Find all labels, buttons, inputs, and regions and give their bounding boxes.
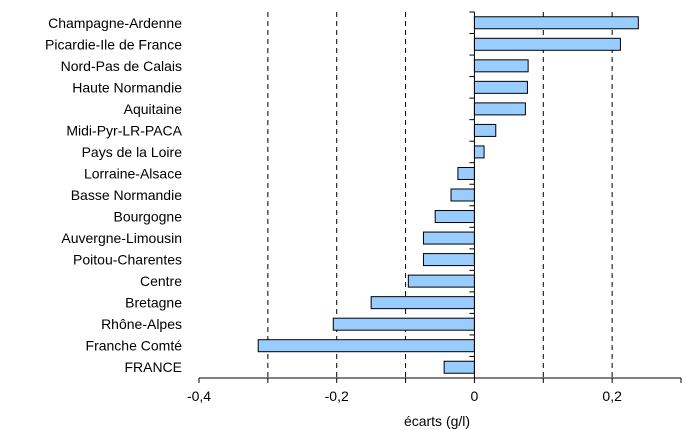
category-label: Aquitaine <box>124 101 183 117</box>
category-label: Picardie-Ile de France <box>45 36 182 52</box>
category-label: Champagne-Ardenne <box>48 15 182 31</box>
bar <box>473 59 529 73</box>
category-label: Lorraine-Alsace <box>84 165 182 181</box>
category-label: Basse Normandie <box>71 187 182 203</box>
bar <box>434 210 475 224</box>
bar <box>422 231 475 245</box>
category-label: Franche Comté <box>86 338 183 354</box>
bar <box>457 166 475 180</box>
bar <box>450 188 475 202</box>
bars <box>257 16 639 374</box>
category-label: Haute Normandie <box>72 79 182 95</box>
category-label: Nord-Pas de Calais <box>61 58 182 74</box>
x-tick-label: 0 <box>471 388 479 404</box>
axes <box>198 11 682 383</box>
bar <box>473 16 639 30</box>
bar <box>473 145 485 159</box>
category-labels: Champagne-Ardenne Picardie-Ile de France N… <box>45 15 183 375</box>
bar <box>422 253 475 267</box>
category-label: Midi-Pyr-LR-PACA <box>66 122 182 138</box>
bar <box>473 80 528 94</box>
bar <box>443 360 475 374</box>
x-tick-label: -0,2 <box>325 388 349 404</box>
x-tick-labels: -0,4 -0,2 0 0,2 <box>187 388 622 404</box>
category-label: Bretagne <box>125 295 182 311</box>
bar <box>332 317 475 331</box>
bar <box>473 102 526 116</box>
x-tick-label: 0,2 <box>602 388 622 404</box>
category-label: Auvergne-Limousin <box>61 230 182 246</box>
bar <box>407 274 475 288</box>
gridlines <box>267 12 613 378</box>
category-label: FRANCE <box>124 359 182 375</box>
category-label: Poitou-Charentes <box>73 252 182 268</box>
category-label: Centre <box>140 273 182 289</box>
category-label: Pays de la Loire <box>82 144 183 160</box>
bar <box>473 123 497 137</box>
category-label: Bourgogne <box>113 209 182 225</box>
bar <box>473 37 621 51</box>
bar <box>370 296 475 310</box>
category-label: Rhône-Alpes <box>101 316 182 332</box>
bar <box>257 339 475 353</box>
x-axis-title: écarts (g/l) <box>404 413 470 429</box>
x-tick-label: -0,4 <box>187 388 211 404</box>
